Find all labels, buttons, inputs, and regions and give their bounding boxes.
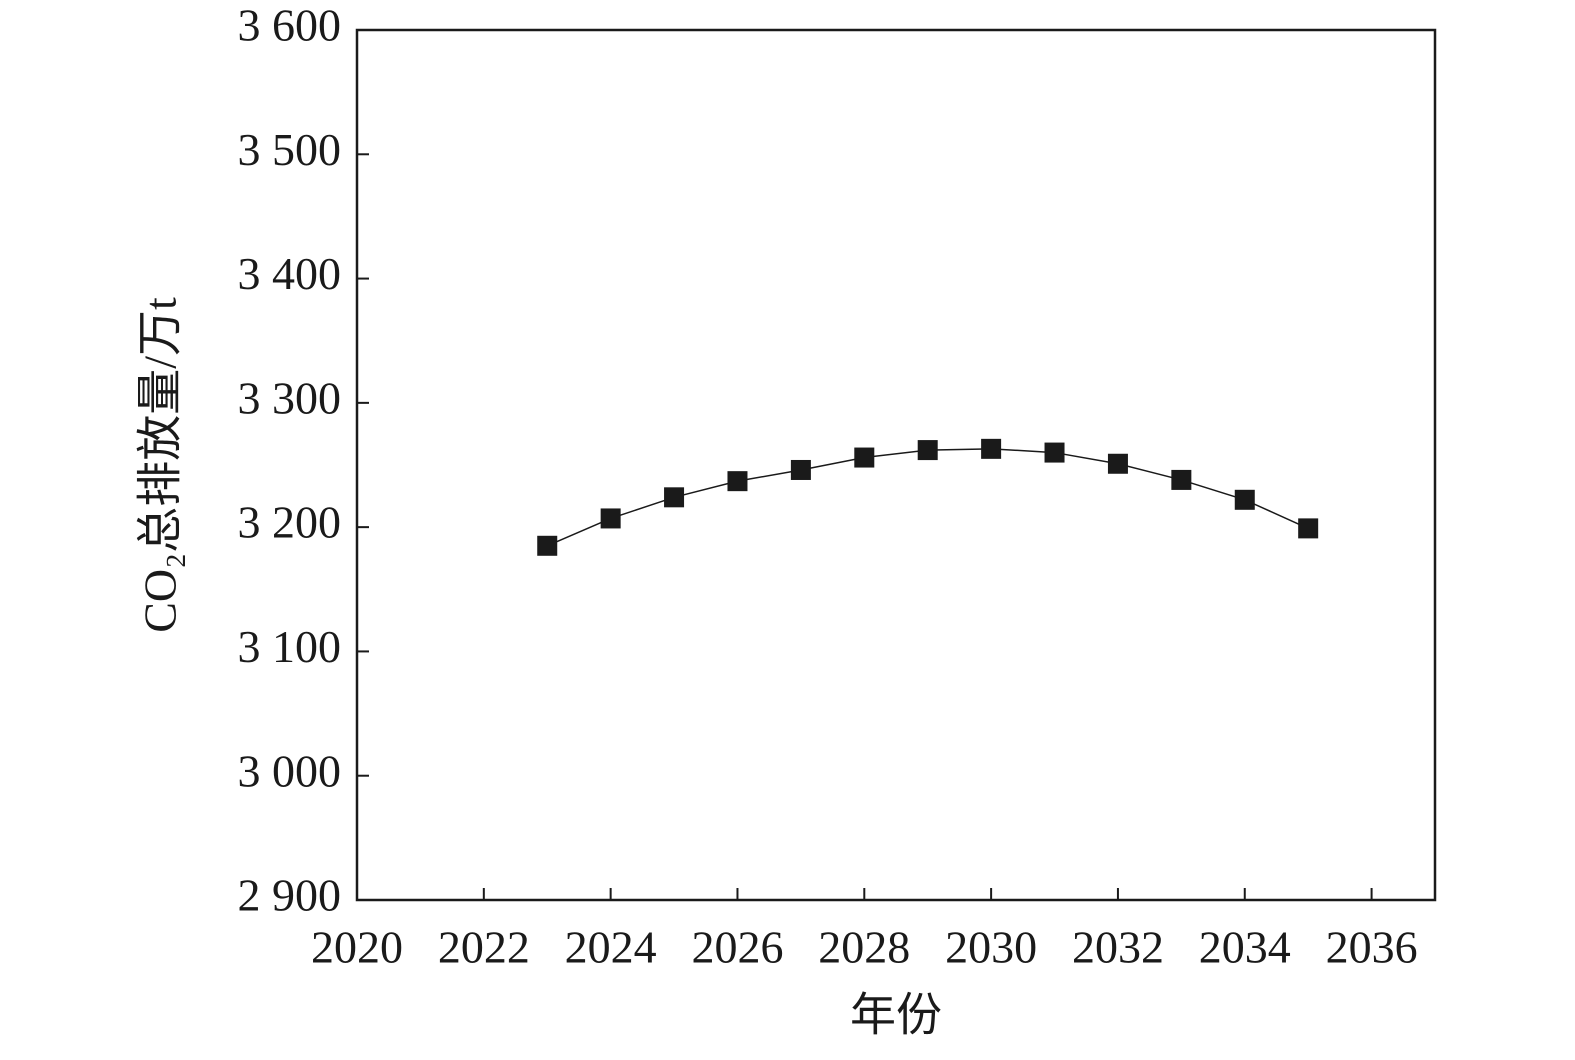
x-tick-label: 2028 [818,922,910,973]
marker [1171,469,1192,490]
y-tick-label: 3 500 [238,124,342,175]
y-tick-label: 3 400 [238,248,342,299]
marker [727,471,748,492]
marker [917,440,938,461]
x-tick-label: 2020 [311,922,403,973]
x-tick-label: 2026 [691,922,783,973]
marker [1298,518,1319,539]
y-tick-label: 3 100 [238,621,342,672]
y-tick-label: 3 200 [238,497,342,548]
marker [1044,442,1065,463]
marker [664,487,685,508]
marker [1107,453,1128,474]
marker [981,438,1002,459]
plot-frame [355,28,1437,902]
x-tick-label: 2036 [1326,922,1418,973]
x-tick-label: 2032 [1072,922,1164,973]
marker [854,447,875,468]
marker [600,508,621,529]
marker [1234,489,1255,510]
series-line [546,448,1309,547]
y-tick-label: 3 600 [238,0,342,51]
x-tick-label: 2034 [1199,922,1291,973]
x-tick-label: 2022 [438,922,530,973]
y-tick-label: 2 900 [238,870,342,921]
x-tick-label: 2030 [945,922,1037,973]
y-axis-label: CO₂总排放量/万t [135,297,186,633]
x-axis-label: 年份 [850,990,942,1041]
marker [790,459,811,480]
x-tick-label: 2024 [565,922,657,973]
y-tick-label: 3 000 [238,745,342,796]
marker [537,535,558,556]
y-tick-label: 3 300 [238,372,342,423]
